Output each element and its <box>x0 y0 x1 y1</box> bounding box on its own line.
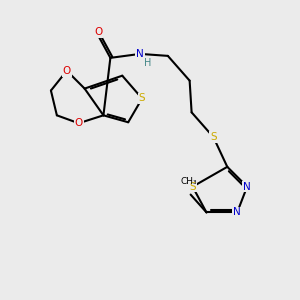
Text: CH₃: CH₃ <box>180 177 197 186</box>
Text: O: O <box>74 118 83 128</box>
Text: N: N <box>136 49 144 59</box>
Text: S: S <box>139 94 146 103</box>
Text: N: N <box>233 207 241 218</box>
Text: N: N <box>243 182 251 192</box>
Text: S: S <box>189 182 196 192</box>
Text: O: O <box>94 27 103 37</box>
Text: H: H <box>144 58 152 68</box>
Text: O: O <box>63 66 71 76</box>
Text: S: S <box>210 132 217 142</box>
